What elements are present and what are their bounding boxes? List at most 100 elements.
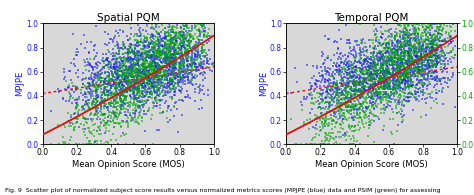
- Point: [386, 85, 393, 89]
- Point: [413, 45, 421, 49]
- Point: [360, 84, 368, 87]
- Point: [344, 80, 351, 83]
- Point: [187, 36, 194, 40]
- Point: [365, 91, 373, 94]
- Point: [127, 51, 135, 54]
- Point: [410, 60, 418, 63]
- Point: [337, 115, 344, 118]
- Point: [363, 59, 370, 62]
- Point: [378, 95, 385, 98]
- Point: [198, 45, 206, 48]
- Point: [138, 65, 146, 68]
- Point: [359, 50, 367, 53]
- Point: [135, 34, 143, 37]
- Point: [352, 68, 359, 71]
- Point: [205, 22, 213, 25]
- Point: [169, 81, 176, 84]
- Point: [83, 136, 91, 139]
- Point: [175, 49, 183, 52]
- Point: [342, 63, 349, 66]
- Point: [394, 124, 401, 127]
- Point: [440, 51, 448, 54]
- Point: [103, 58, 110, 61]
- Point: [406, 56, 413, 59]
- Point: [124, 121, 131, 125]
- Point: [134, 60, 142, 63]
- Point: [370, 91, 378, 94]
- Point: [367, 101, 374, 105]
- Point: [433, 59, 441, 62]
- Point: [137, 43, 144, 46]
- Point: [186, 34, 193, 37]
- Point: [370, 50, 378, 53]
- Point: [404, 23, 411, 26]
- Point: [428, 62, 436, 65]
- Point: [341, 68, 349, 71]
- Point: [333, 62, 340, 65]
- Point: [362, 55, 369, 58]
- Point: [138, 58, 146, 61]
- Point: [128, 74, 135, 77]
- Point: [150, 27, 157, 31]
- Point: [176, 43, 183, 46]
- Point: [411, 74, 419, 77]
- Point: [82, 86, 90, 89]
- Point: [404, 95, 411, 98]
- Point: [201, 72, 209, 75]
- Point: [420, 40, 428, 43]
- Point: [151, 63, 159, 66]
- Point: [138, 92, 146, 95]
- Point: [347, 50, 355, 53]
- Point: [122, 77, 129, 80]
- Point: [166, 64, 173, 67]
- Point: [165, 22, 173, 25]
- Point: [164, 69, 172, 73]
- Point: [134, 69, 141, 72]
- Point: [366, 84, 374, 87]
- Point: [197, 61, 204, 64]
- Point: [81, 61, 89, 64]
- Point: [400, 65, 408, 68]
- Point: [389, 78, 396, 81]
- Point: [337, 107, 344, 110]
- Point: [344, 65, 352, 68]
- Point: [383, 58, 390, 61]
- Point: [364, 72, 372, 75]
- Point: [179, 36, 187, 39]
- Point: [139, 89, 146, 92]
- Point: [138, 78, 146, 81]
- Point: [333, 80, 340, 83]
- Point: [335, 109, 343, 112]
- Point: [432, 65, 440, 68]
- Point: [331, 114, 338, 118]
- Point: [93, 110, 101, 113]
- Point: [423, 68, 430, 71]
- Point: [378, 33, 386, 36]
- Point: [397, 69, 404, 73]
- Point: [131, 114, 139, 117]
- Point: [94, 65, 101, 68]
- Point: [420, 50, 428, 53]
- Point: [428, 37, 435, 40]
- Point: [172, 50, 180, 53]
- Point: [437, 43, 445, 46]
- Point: [145, 71, 152, 74]
- Point: [167, 38, 174, 41]
- Point: [418, 52, 425, 55]
- Point: [129, 73, 137, 76]
- Point: [350, 129, 358, 132]
- Point: [349, 75, 356, 78]
- Point: [313, 120, 320, 123]
- Point: [153, 69, 161, 72]
- Point: [126, 85, 134, 88]
- Point: [171, 66, 179, 69]
- Point: [196, 39, 204, 42]
- Point: [363, 90, 370, 93]
- Point: [124, 90, 131, 93]
- Point: [382, 71, 389, 74]
- Point: [119, 100, 127, 103]
- Point: [191, 87, 199, 90]
- Point: [170, 42, 178, 45]
- Point: [176, 54, 184, 57]
- Point: [412, 51, 420, 54]
